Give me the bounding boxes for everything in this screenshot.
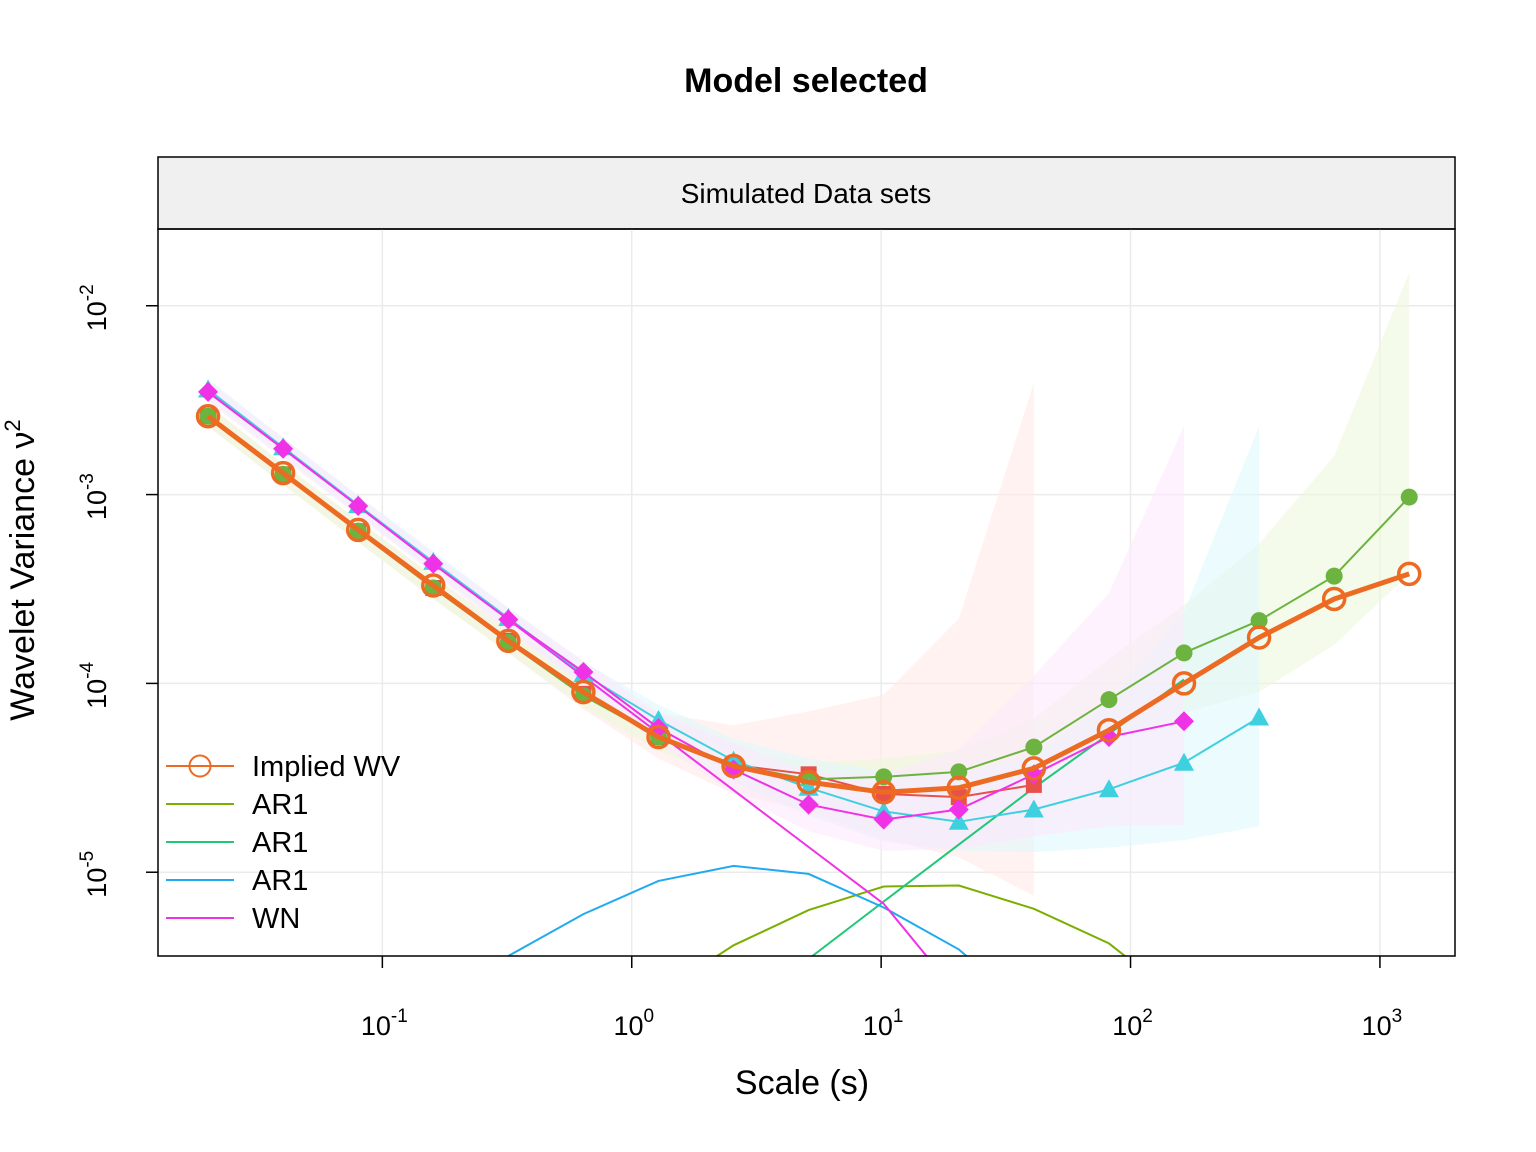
legend-label-2: AR1 xyxy=(252,827,308,859)
implied-wv-point-15 xyxy=(1321,586,1347,612)
x-tick-label-2: 101 xyxy=(863,1006,904,1041)
y-tick-label-2: 10-3 xyxy=(77,473,112,520)
empirical-point-1-12 xyxy=(1100,691,1118,709)
component-line-0 xyxy=(716,884,1126,956)
empirical-point-3-1 xyxy=(273,438,294,459)
x-tick-label-3: 102 xyxy=(1112,1006,1153,1041)
y-axis-title: Wavelet Variance ν2 xyxy=(0,419,42,720)
legend-entry-0: Implied WV xyxy=(166,751,401,783)
empirical-point-2-11 xyxy=(1023,799,1044,818)
empirical-point-3-10 xyxy=(948,799,969,820)
empirical-point-1-16 xyxy=(1400,488,1418,506)
x-tick-label-1: 100 xyxy=(613,1006,654,1041)
x-axis: 10-1 100 101 102 103 xyxy=(361,956,1402,1041)
y-tick-label-3: 10-2 xyxy=(77,284,112,331)
legend-label-4: WN xyxy=(252,903,300,935)
x-tick-label-3-exp: 2 xyxy=(1142,1006,1153,1027)
empirical-point-3-5 xyxy=(573,661,594,682)
empirical-point-1-15 xyxy=(1325,567,1343,585)
x-tick-label-2-base: 10 xyxy=(863,1011,893,1041)
empirical-point-3-8 xyxy=(798,794,819,815)
x-tick-label-2-exp: 1 xyxy=(893,1006,904,1027)
y-tick-label-2-exp: -3 xyxy=(77,473,98,490)
implied-wv-point-14 xyxy=(1246,625,1272,650)
legend-label-3: AR1 xyxy=(252,865,308,897)
implied-wv-point-2 xyxy=(345,517,371,543)
legend-entry-3: AR1 xyxy=(166,865,308,897)
empirical-point-3-3 xyxy=(423,553,444,574)
x-tick-label-4-base: 10 xyxy=(1362,1011,1392,1041)
panel-strip xyxy=(157,156,1456,230)
x-tick-label-0: 10-1 xyxy=(361,1006,408,1041)
x-tick-label-3-base: 10 xyxy=(1112,1011,1142,1041)
empirical-point-1-10 xyxy=(950,763,968,781)
empirical-point-1-11 xyxy=(1025,738,1043,756)
y-axis-title-sup: 2 xyxy=(0,419,25,431)
implied-wv-point-12 xyxy=(1096,717,1122,743)
implied-wv-point-9 xyxy=(871,780,896,805)
empirical-point-3-0 xyxy=(198,381,219,402)
implied-wv-point-3 xyxy=(421,573,446,598)
x-axis-title: Scale (s) xyxy=(735,1064,869,1102)
implied-wv-point-16 xyxy=(1396,561,1422,587)
chart-title: Model selected xyxy=(684,62,928,100)
legend: Implied WV AR1 AR1 AR1 WN xyxy=(166,751,401,935)
x-tick-label-1-base: 10 xyxy=(613,1011,643,1041)
implied-wv-line xyxy=(206,414,1410,795)
y-tick-label-0: 10-5 xyxy=(77,851,112,898)
y-tick-label-1-base: 10 xyxy=(82,679,112,709)
ci-band-3 xyxy=(208,380,1184,851)
implied-wv-point-6 xyxy=(646,724,671,750)
implied-wv-series xyxy=(195,403,1422,805)
implied-wv-point-10 xyxy=(946,775,972,801)
implied-wv-point-1 xyxy=(270,460,296,486)
y-tick-label-0-base: 10 xyxy=(82,868,112,898)
legend-label-0: Implied WV xyxy=(252,751,401,783)
legend-entry-1: AR1 xyxy=(166,789,308,821)
y-tick-label-2-base: 10 xyxy=(82,490,112,520)
empirical-point-1-14 xyxy=(1250,612,1268,630)
implied-wv-point-13 xyxy=(1171,671,1197,696)
y-axis-title-text: Wavelet Variance ν xyxy=(4,432,42,721)
empirical-point-1-13 xyxy=(1175,644,1193,662)
legend-entry-2: AR1 xyxy=(166,827,308,859)
implied-wv-point-11 xyxy=(1021,756,1047,781)
empirical-point-3-2 xyxy=(348,496,369,517)
implied-wv-point-5 xyxy=(571,679,596,705)
y-tick-label-1-exp: -4 xyxy=(77,662,98,679)
empirical-point-3-9 xyxy=(873,809,894,830)
component-line-2 xyxy=(507,864,968,956)
x-tick-label-4-exp: 3 xyxy=(1392,1006,1403,1027)
y-tick-label-3-base: 10 xyxy=(82,301,112,331)
empirical-point-2-12 xyxy=(1098,779,1119,798)
empirical-series-3 xyxy=(198,381,1195,830)
legend-label-1: AR1 xyxy=(252,789,308,821)
legend-entry-4: WN xyxy=(166,903,300,935)
y-tick-label-3-exp: -2 xyxy=(77,284,98,301)
empirical-point-2-13 xyxy=(1174,752,1195,771)
empirical-point-3-13 xyxy=(1174,711,1195,732)
empirical-point-0-11 xyxy=(1025,776,1042,793)
implied-wv-point-8 xyxy=(796,769,821,795)
legend-marker-0 xyxy=(188,754,212,778)
empirical-wv-series xyxy=(198,379,1418,830)
x-tick-label-0-base: 10 xyxy=(361,1011,391,1041)
empirical-point-3-4 xyxy=(498,609,519,630)
x-tick-label-0-exp: -1 xyxy=(391,1006,408,1027)
y-tick-label-0-exp: -5 xyxy=(77,851,98,868)
implied-wv-point-7 xyxy=(721,753,746,779)
empirical-point-2-10 xyxy=(948,811,969,830)
y-tick-label-1: 10-4 xyxy=(77,662,112,709)
x-tick-label-4: 103 xyxy=(1362,1006,1403,1041)
empirical-point-2-14 xyxy=(1249,707,1270,726)
x-tick-label-1-exp: 0 xyxy=(643,1006,654,1027)
implied-wv-point-0 xyxy=(195,403,221,429)
empirical-line-3 xyxy=(207,391,1185,821)
panel-strip-label: Simulated Data sets xyxy=(681,178,932,209)
y-axis-title-group: Wavelet Variance ν2 xyxy=(0,419,42,720)
plot-frame xyxy=(157,228,1456,957)
y-axis: 10-510-410-310-2 xyxy=(77,284,158,898)
implied-wv-point-4 xyxy=(496,628,521,654)
